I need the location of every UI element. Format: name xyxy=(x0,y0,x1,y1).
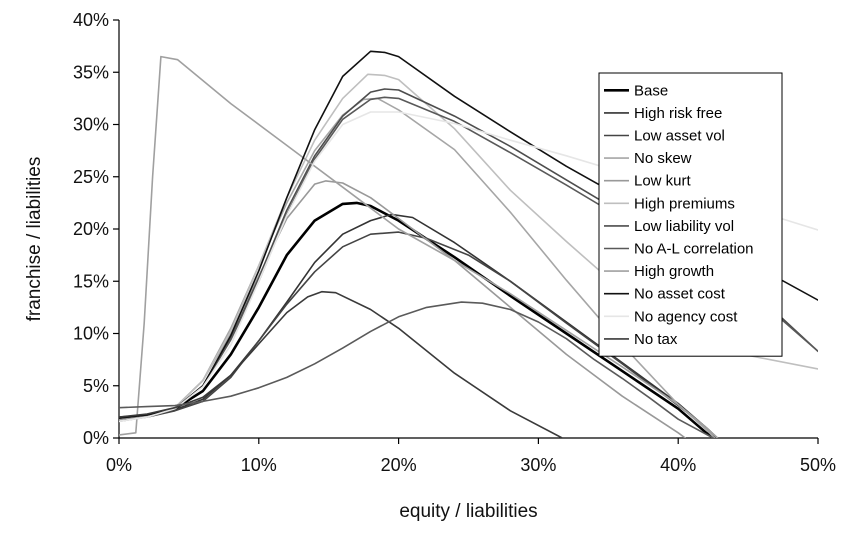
y-tick-label: 30% xyxy=(73,115,109,135)
x-tick-label: 30% xyxy=(520,455,556,475)
legend-label: Low liability vol xyxy=(634,218,734,235)
y-tick-label: 5% xyxy=(83,376,109,396)
x-tick-label: 0% xyxy=(106,455,132,475)
legend: Base High risk free Low asset vol No skew Lo… xyxy=(598,72,783,357)
legend-label: No A-L correlation xyxy=(634,241,754,258)
y-axis-title: franchise / liabilities xyxy=(24,157,45,322)
axis-ticks: 0% 5% 10% 15% 20% 25% 30% 35% 40% 0% 10% 20% 30% 40% 5… xyxy=(73,10,836,475)
legend-label: High risk free xyxy=(634,105,722,122)
x-tick-label: 40% xyxy=(660,455,696,475)
legend-label: No skew xyxy=(634,150,692,167)
y-tick-label: 15% xyxy=(73,271,109,291)
legend-label: High growth xyxy=(634,263,714,280)
y-tick-label: 20% xyxy=(73,219,109,239)
y-tick-label: 0% xyxy=(83,428,109,448)
series-line-no-tax xyxy=(119,290,563,438)
series-line-high-risk-free xyxy=(119,213,719,438)
x-axis-title: equity / liabilities xyxy=(399,501,537,522)
legend-label: Base xyxy=(634,82,668,99)
legend-label: Low kurt xyxy=(634,173,692,190)
legend-label: No agency cost xyxy=(634,308,738,325)
series-line-base xyxy=(119,201,716,438)
y-tick-label: 35% xyxy=(73,62,109,82)
y-tick-label: 25% xyxy=(73,167,109,187)
x-tick-label: 10% xyxy=(241,455,277,475)
legend-label: No tax xyxy=(634,331,678,348)
legend-label: No asset cost xyxy=(634,286,726,303)
x-tick-label: 50% xyxy=(800,455,836,475)
series-line-high-growth xyxy=(119,55,719,438)
legend-label: High premiums xyxy=(634,195,735,212)
series-line-unlabeled xyxy=(119,301,714,438)
y-tick-label: 40% xyxy=(73,10,109,30)
legend-label: Low asset vol xyxy=(634,128,725,145)
y-tick-label: 10% xyxy=(73,324,109,344)
x-tick-label: 20% xyxy=(381,455,417,475)
legend-box xyxy=(598,72,783,357)
